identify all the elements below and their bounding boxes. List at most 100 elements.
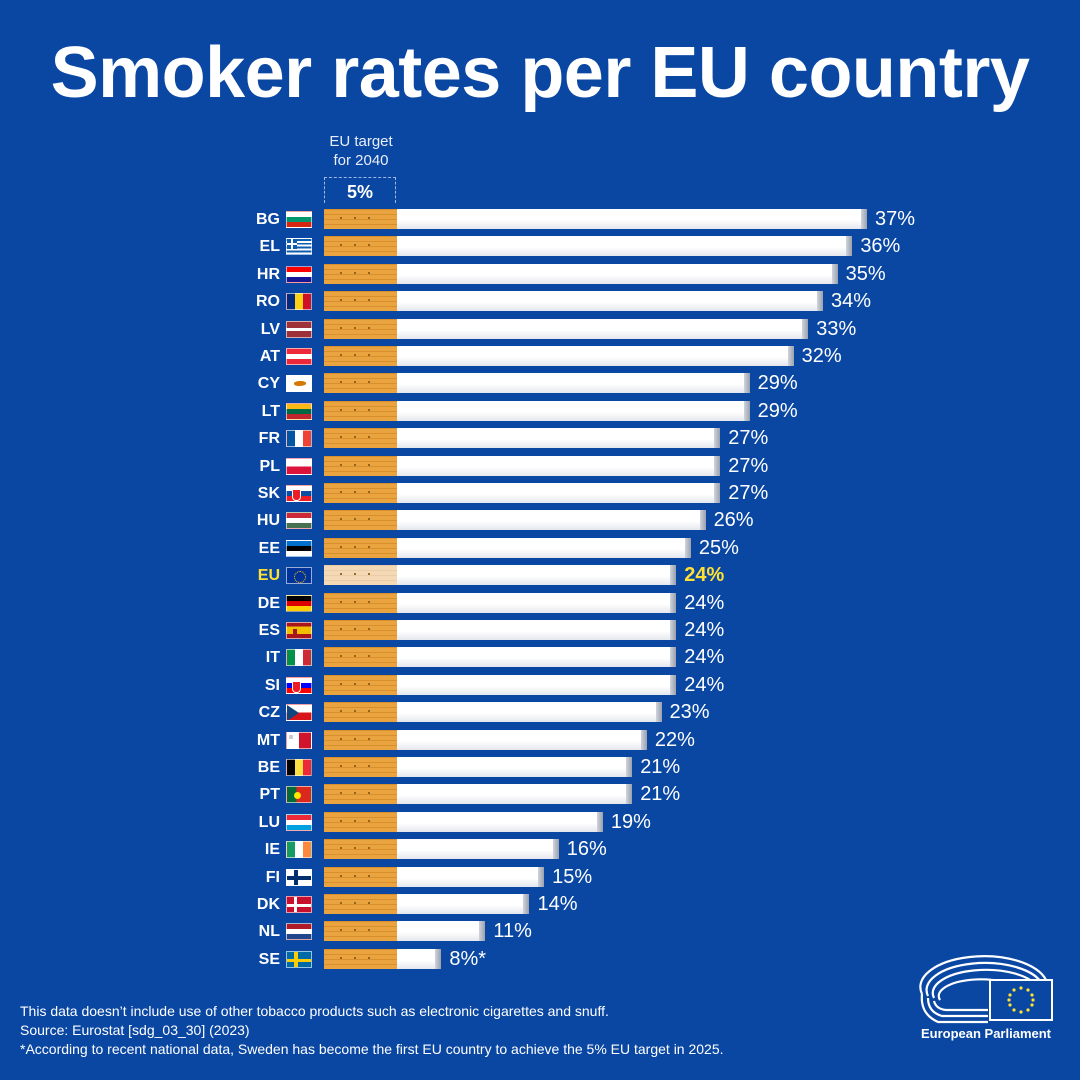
bar-tip-cz	[655, 702, 662, 723]
bar-row-sk: SK 27%	[0, 482, 1080, 510]
bar-tip-ro	[816, 291, 823, 312]
bar-row-de: DE 24%	[0, 592, 1080, 620]
tick-label-pl: PL	[259, 457, 280, 475]
bar-row-fr: FR 27%	[0, 427, 1080, 455]
tick-label-dk: DK	[256, 896, 280, 913]
bar-filter-es	[324, 620, 397, 640]
bar-row-es: ES 24%	[0, 619, 1080, 647]
bar-sk	[397, 483, 715, 503]
germany-flag-icon	[286, 594, 312, 612]
bar-ee	[397, 537, 685, 558]
data-label-eu: 24%	[684, 564, 725, 587]
bar-tip-lt	[743, 400, 750, 421]
bar-cy	[397, 373, 744, 394]
ireland-flag-icon	[286, 841, 312, 859]
bar-filter-mt	[324, 729, 397, 750]
bar-dk	[397, 894, 524, 914]
data-label-el: 36%	[860, 235, 901, 258]
data-label-mt: 22%	[654, 728, 695, 751]
tick-label-el: EL	[259, 238, 280, 256]
bar-tip-be	[626, 757, 633, 777]
bar-si	[397, 674, 671, 695]
bar-lu	[397, 811, 597, 832]
greece-flag-icon	[286, 238, 312, 256]
bar-tip-pl	[714, 455, 721, 476]
footnote-exclusion: This data doesn’t include use of other t…	[20, 1003, 609, 1019]
bar-filter-bg	[324, 209, 397, 229]
netherlands-flag-icon	[286, 923, 312, 941]
bar-filter-ro	[324, 291, 397, 312]
lithuania-flag-icon	[286, 402, 312, 420]
bar-row-lu: LU 19%	[0, 810, 1080, 839]
bar-row-at: AT 32%	[0, 345, 1080, 373]
bar-tip-de	[670, 592, 677, 613]
bar-row-bg: BG 37%	[0, 208, 1080, 236]
bar-tip-sk	[714, 483, 721, 503]
sweden-flag-icon	[286, 950, 312, 968]
poland-flag-icon	[286, 457, 312, 475]
bar-filter-si	[324, 674, 397, 695]
tick-label-es: ES	[258, 622, 280, 639]
bar-filter-fr	[324, 428, 397, 449]
tick-label-sk: SK	[257, 485, 280, 502]
data-label-lt: 29%	[757, 399, 798, 422]
eu-target-label-line2: for 2040	[333, 152, 389, 169]
malta-flag-icon	[286, 731, 312, 749]
bar-filter-de	[324, 592, 397, 613]
tick-label-at: AT	[259, 348, 280, 365]
bar-row-mt: MT 22%	[0, 728, 1080, 757]
bar-row-lv: LV 33%	[0, 318, 1080, 346]
tick-label-pt: PT	[259, 786, 280, 804]
bar-tip-el	[846, 236, 853, 257]
bar-tip-fi	[538, 866, 545, 887]
belgium-flag-icon	[286, 759, 312, 776]
bar-filter-ee	[324, 537, 397, 558]
bar-row-lt: LT 29%	[0, 399, 1080, 428]
bar-filter-cy	[324, 373, 397, 394]
tick-label-lt: LT	[261, 402, 280, 420]
bar-tip-hu	[699, 510, 706, 531]
footnote-source: Source: Eurostat [sdg_03_30] (2023)	[20, 1022, 250, 1038]
data-label-it: 24%	[684, 646, 725, 669]
bar-filter-hr	[324, 263, 397, 284]
tick-label-ro: RO	[256, 293, 280, 311]
bar-row-cy: CY 29%	[0, 372, 1080, 400]
bar-filter-fi	[324, 866, 397, 887]
czechia-flag-icon	[286, 704, 312, 722]
tick-label-ie: IE	[264, 841, 280, 859]
france-flag-icon	[286, 430, 312, 448]
bar-tip-lv	[802, 318, 809, 339]
tick-label-mt: MT	[256, 731, 280, 749]
bar-es	[397, 620, 671, 640]
bar-hr	[397, 263, 832, 284]
bar-lv	[397, 318, 803, 339]
bar-row-si: SI 24%	[0, 674, 1080, 702]
bar-cz	[397, 702, 656, 723]
bar-tip-lu	[596, 811, 603, 832]
bar-at	[397, 346, 788, 366]
european-parliament-logo	[919, 955, 1053, 1024]
bar-de	[397, 592, 671, 613]
bar-tip-mt	[640, 729, 647, 750]
bar-tip-pt	[626, 784, 633, 805]
bar-hu	[397, 510, 700, 531]
data-label-es: 24%	[684, 619, 725, 641]
bar-tip-ee	[684, 537, 691, 558]
bar-tip-at	[787, 346, 794, 366]
bar-row-dk: DK 14%	[0, 893, 1080, 921]
bar-bg	[397, 209, 861, 229]
footnote-sweden: *According to recent national data, Swed…	[20, 1041, 724, 1057]
bar-tip-se	[435, 948, 442, 969]
latvia-flag-icon	[286, 320, 312, 338]
data-label-lu: 19%	[610, 810, 651, 833]
bar-filter-hu	[324, 510, 397, 531]
bar-pt	[397, 784, 627, 805]
data-label-bg: 37%	[875, 208, 916, 230]
bar-filter-cz	[324, 702, 397, 723]
bar-row-it: IT 24%	[0, 646, 1080, 674]
bar-pl	[397, 455, 715, 476]
slovenia-flag-icon	[286, 676, 312, 694]
romania-flag-icon	[286, 293, 312, 311]
tick-label-ee: EE	[258, 539, 280, 557]
bar-tip-es	[670, 620, 677, 640]
